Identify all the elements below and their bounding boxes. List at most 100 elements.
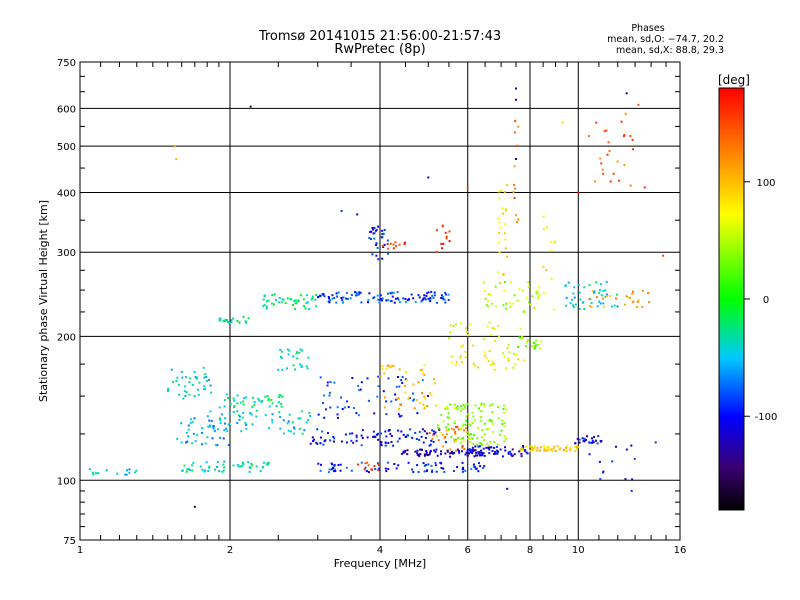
data-point [467,413,469,416]
data-point [423,464,426,467]
data-point [633,457,636,460]
data-point [435,448,438,451]
data-point [346,297,349,300]
data-point [460,405,463,408]
data-point [598,289,601,292]
data-point [422,297,425,300]
data-point [489,441,491,443]
data-point [488,448,491,451]
data-point [336,406,339,409]
data-point [387,299,390,302]
data-point [366,436,369,439]
data-point [504,281,506,283]
data-point [516,299,519,302]
data-point [128,468,131,471]
data-point [271,418,274,421]
data-point [287,429,290,432]
data-point [435,470,438,473]
data-point [428,432,431,435]
data-point [537,286,540,289]
data-point [554,450,557,453]
data-point [543,445,545,447]
data-point [455,364,457,366]
data-point [424,436,427,439]
data-point [195,377,198,380]
data-point [421,392,423,395]
data-point [180,441,183,444]
data-point [289,298,292,301]
data-point [586,435,588,438]
data-point [604,289,607,292]
data-point [280,301,283,304]
data-point [424,298,427,301]
data-point [351,432,354,435]
x-tick-label: 16 [674,545,687,556]
data-point [480,415,483,418]
data-point [502,408,505,410]
data-point [476,437,479,440]
data-point [328,297,331,300]
data-point [539,446,542,449]
data-point [241,416,244,419]
data-point [411,436,414,439]
data-point [355,439,358,442]
data-point [428,298,431,301]
data-point [624,303,626,306]
data-point [476,454,479,457]
data-point [394,297,397,300]
data-point [458,451,461,454]
data-point [441,434,444,436]
data-point [135,469,138,472]
x-tick-label: 2 [227,545,233,556]
data-point [444,291,447,294]
data-point [524,345,527,348]
data-point [306,367,309,370]
data-point [382,246,385,248]
data-point [375,244,378,246]
data-point [191,420,194,423]
data-point [385,470,388,473]
data-point [442,445,445,448]
data-point [308,308,311,310]
data-point [401,381,404,384]
data-point [230,321,233,324]
data-point [250,462,253,465]
data-point [399,403,402,406]
data-point [191,464,193,467]
data-point [359,291,362,294]
data-point [350,439,353,442]
data-point [201,427,204,430]
data-point [449,331,452,334]
data-point [224,417,226,420]
data-point [209,384,212,387]
data-point [364,462,367,465]
data-point [596,305,599,308]
data-point [380,441,383,444]
data-point [578,441,581,444]
data-point [172,380,175,383]
data-point [573,445,576,448]
data-point [416,412,419,415]
data-point [207,470,210,473]
data-point [465,415,468,418]
data-point [199,465,202,468]
data-point [600,294,603,297]
data-point [519,336,522,339]
data-point [460,410,462,413]
data-point [351,377,354,379]
data-point [287,353,290,356]
data-point [606,153,609,156]
data-point [280,402,283,405]
data-point [282,432,285,435]
data-point [429,300,432,303]
data-point [604,295,607,298]
data-point [550,240,553,243]
data-point [274,299,277,302]
data-point [504,247,507,250]
data-point [573,296,576,299]
data-point [333,297,336,299]
data-point [398,243,401,246]
data-point [397,429,400,432]
data-point [472,362,475,365]
data-point [579,298,582,301]
